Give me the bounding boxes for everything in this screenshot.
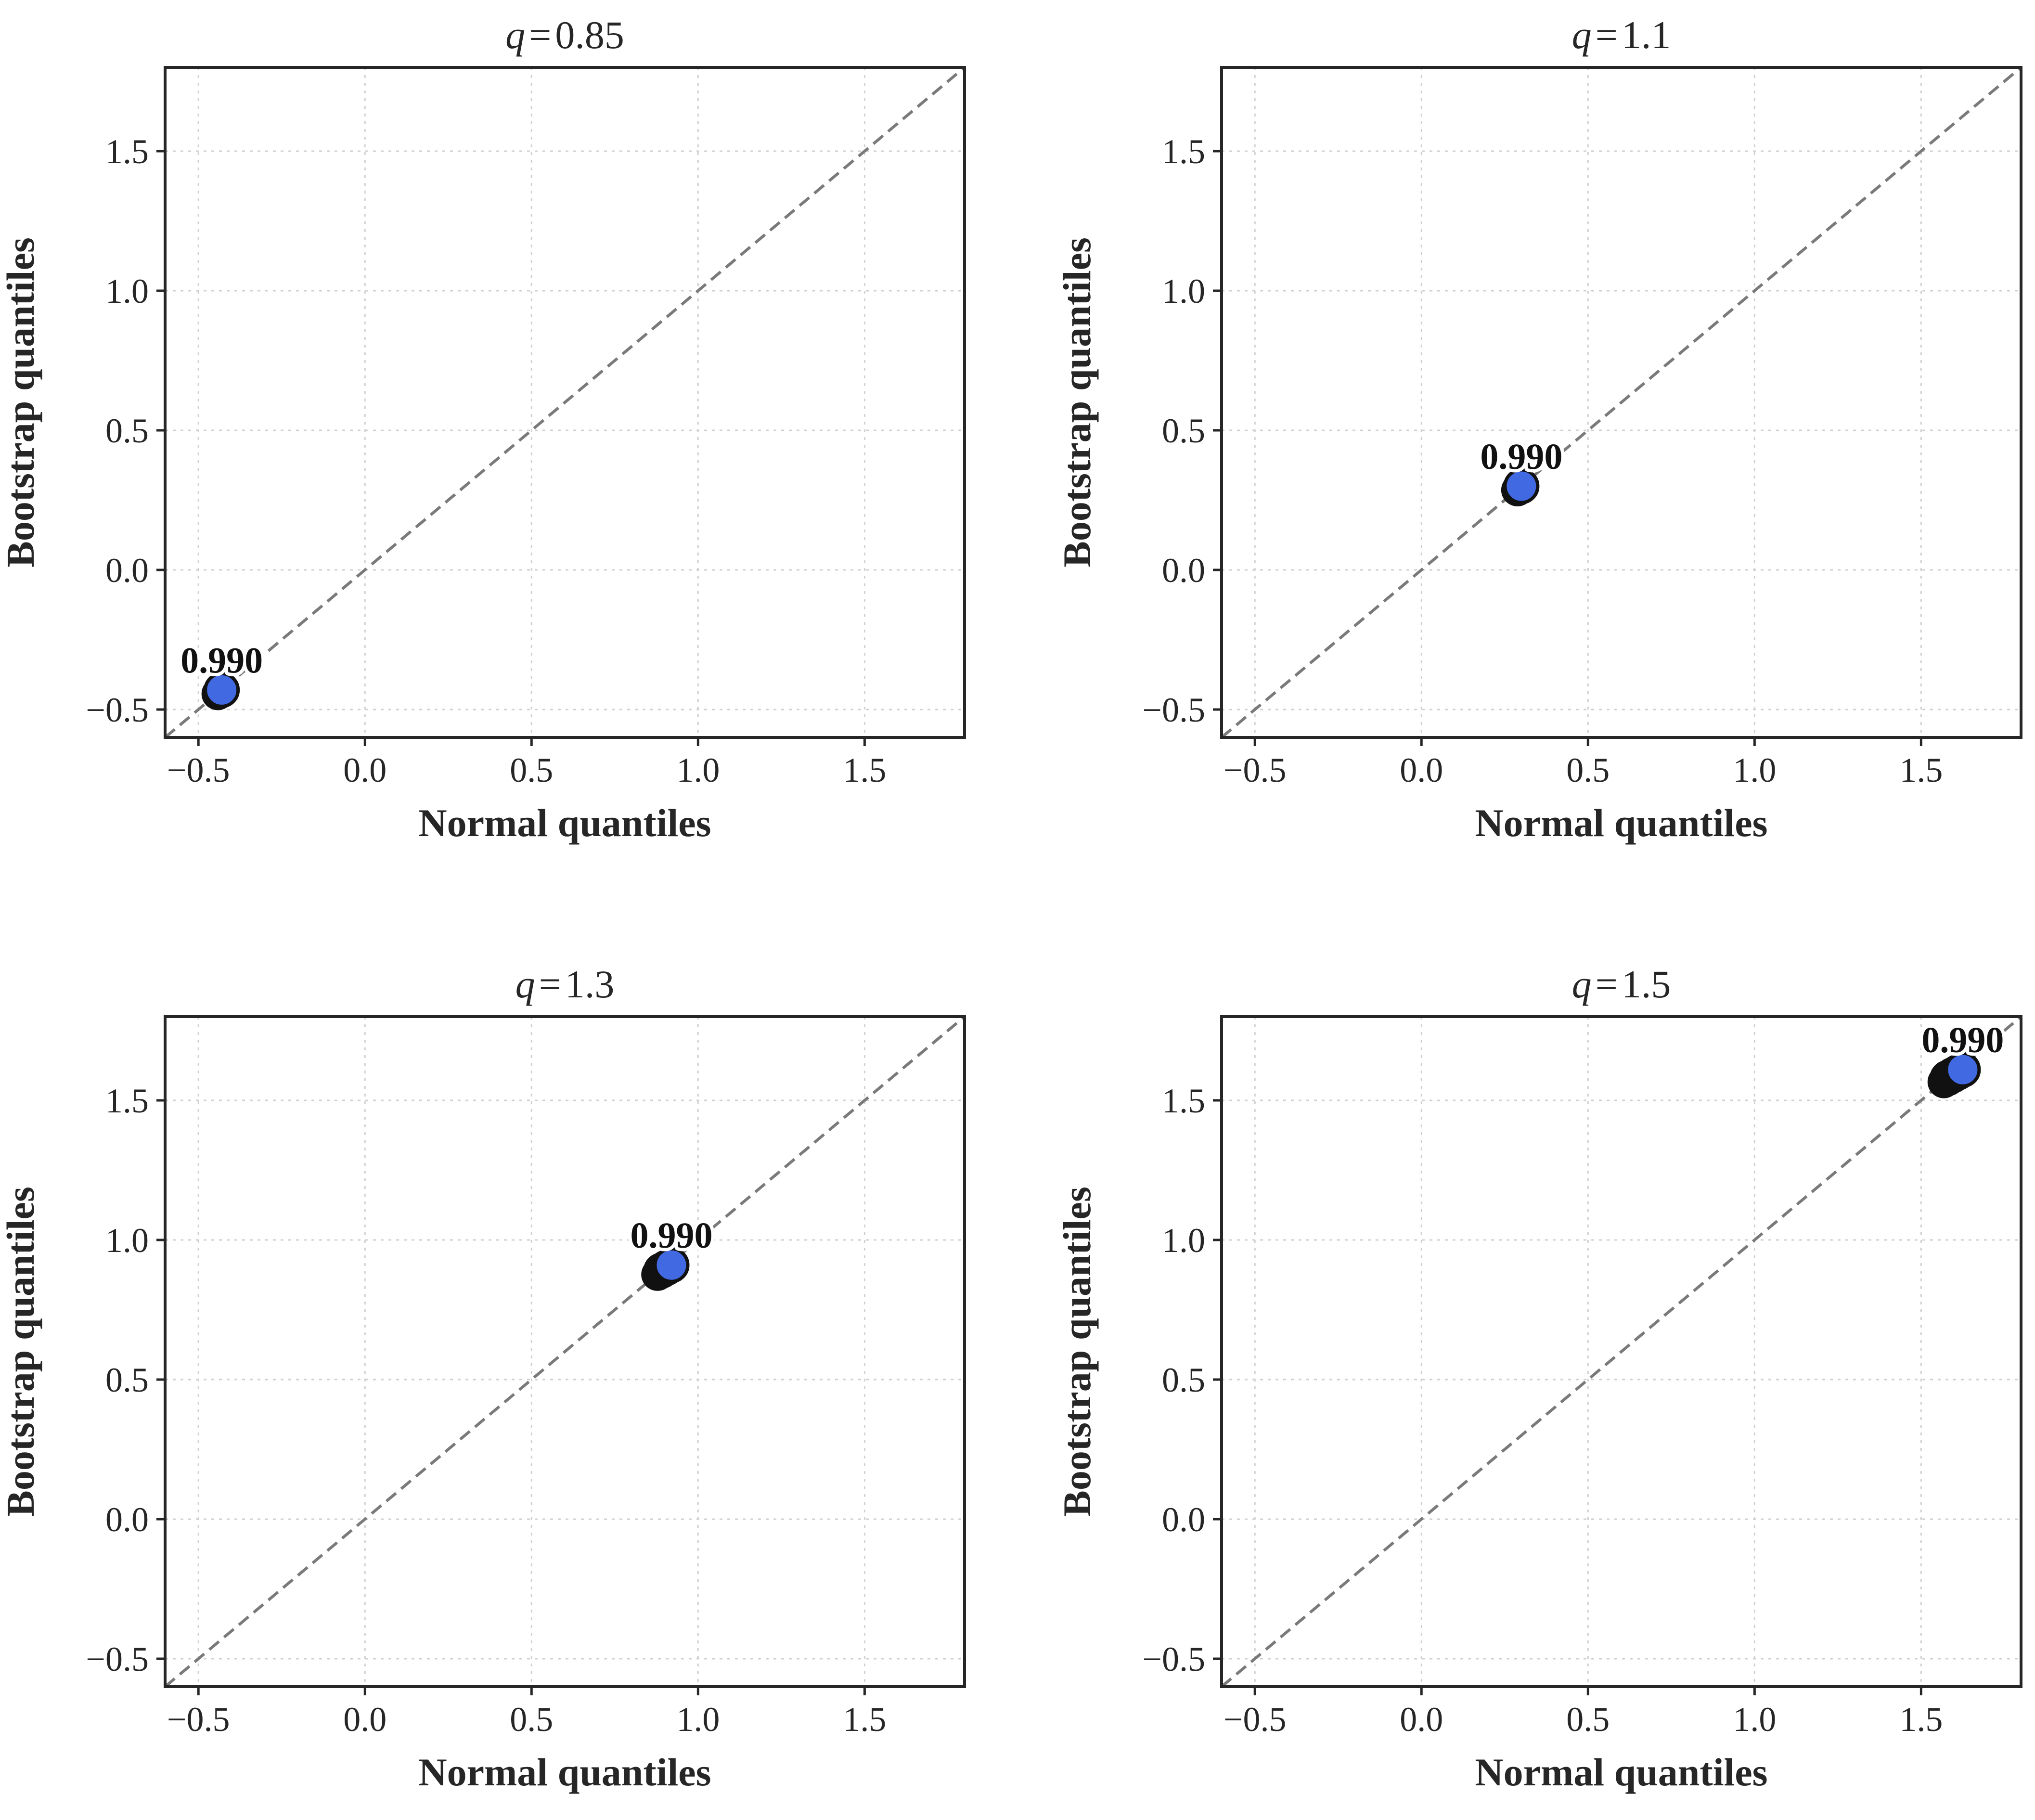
data-point xyxy=(1945,1051,1981,1088)
title-variable: q xyxy=(1572,962,1592,1006)
panel-title: q=1.5 xyxy=(1572,962,1671,1006)
title-equals: = xyxy=(539,962,561,1006)
data-label: 0.990 xyxy=(180,640,263,681)
x-tick-label: 0.0 xyxy=(1400,1700,1443,1739)
data-point xyxy=(1503,468,1540,504)
x-tick-label: 0.0 xyxy=(343,1700,386,1739)
reference-line xyxy=(165,67,965,737)
title-equals: = xyxy=(1596,13,1618,57)
y-tick-label: 0.0 xyxy=(105,551,149,590)
x-tick-label: 0.5 xyxy=(510,751,553,789)
reference-line xyxy=(165,1017,965,1687)
x-tick-label: 1.5 xyxy=(1899,751,1943,789)
x-tick-label: −0.5 xyxy=(1224,751,1287,789)
y-tick-label: 1.0 xyxy=(105,272,149,310)
y-axis-label: Bootstrap quantiles xyxy=(1055,1187,1099,1517)
y-tick-label: 0.5 xyxy=(105,1361,149,1399)
points xyxy=(201,671,240,710)
title-value: 1.5 xyxy=(1622,962,1671,1006)
title-equals: = xyxy=(529,13,551,57)
x-tick-label: 0.0 xyxy=(1400,751,1443,789)
y-tick-label: 0.5 xyxy=(1162,412,1205,450)
y-tick-label: −0.5 xyxy=(1142,691,1205,729)
x-tick-label: 1.0 xyxy=(1733,1700,1776,1739)
points xyxy=(641,1247,690,1291)
points xyxy=(1501,468,1540,506)
y-tick-label: 1.5 xyxy=(1162,132,1205,171)
x-tick-label: 1.5 xyxy=(1899,1700,1943,1739)
panel-title: q=0.85 xyxy=(505,13,624,57)
x-tick-label: −0.5 xyxy=(167,751,230,789)
x-axis-label: Normal quantiles xyxy=(418,1750,711,1794)
subplot-4: 0.990 −0.5 0.0 0.5 1.0 1.5 −0.5 0.0 0.5 1.0 1.5 Nor… xyxy=(1055,962,2022,1794)
x-tick-label: 0.5 xyxy=(510,1700,553,1739)
title-value: 0.85 xyxy=(555,13,624,57)
y-tick-label: 1.5 xyxy=(105,1082,149,1120)
y-tick-label: 0.5 xyxy=(105,412,149,450)
title-variable: q xyxy=(1572,13,1592,57)
title-value: 1.3 xyxy=(565,962,615,1006)
y-tick-label: −0.5 xyxy=(1142,1640,1205,1678)
reference-line xyxy=(1222,67,2021,737)
subplot-2: 0.990 −0.5 0.0 0.5 1.0 1.5 −0.5 0.0 0.5 1.0 1.5 Nor… xyxy=(1055,13,2022,845)
axes-frame xyxy=(164,1015,966,1688)
y-tick-label: 0.0 xyxy=(1162,1500,1205,1539)
y-axis-label: Bootstrap quantiles xyxy=(0,1187,42,1517)
title-value: 1.1 xyxy=(1622,13,1671,57)
x-tick-label: 0.5 xyxy=(1566,751,1610,789)
x-tick-label: 0.0 xyxy=(343,751,386,789)
y-tick-label: −0.5 xyxy=(86,1640,149,1678)
subplot-3: 0.990 −0.5 0.0 0.5 1.0 1.5 −0.5 0.0 0.5 1.0 1.5 Nor… xyxy=(0,962,966,1794)
y-tick-label: 0.0 xyxy=(1162,551,1205,590)
axes-frame xyxy=(164,66,966,739)
x-tick-label: −0.5 xyxy=(1224,1700,1287,1739)
x-tick-label: 1.5 xyxy=(843,751,886,789)
data-label: 0.990 xyxy=(1480,437,1562,477)
y-axis-label: Bootstrap quantiles xyxy=(1055,237,1099,568)
x-tick-label: −0.5 xyxy=(167,1700,230,1739)
y-tick-label: 1.5 xyxy=(105,132,149,171)
x-axis-label: Normal quantiles xyxy=(1475,801,1767,845)
panel-title: q=1.1 xyxy=(1572,13,1671,57)
title-equals: = xyxy=(1596,962,1618,1006)
y-tick-label: 0.0 xyxy=(105,1500,149,1539)
x-tick-label: 0.5 xyxy=(1566,1700,1610,1739)
data-label: 0.990 xyxy=(630,1215,712,1256)
y-tick-label: 0.5 xyxy=(1162,1361,1205,1399)
panel-title: q=1.3 xyxy=(515,962,615,1006)
data-point xyxy=(653,1247,690,1283)
y-axis-label: Bootstrap quantiles xyxy=(0,237,42,568)
data-point xyxy=(204,671,240,708)
title-variable: q xyxy=(505,13,525,57)
y-tick-label: −0.5 xyxy=(86,691,149,729)
x-axis-label: Normal quantiles xyxy=(1475,1750,1767,1794)
y-tick-label: 1.0 xyxy=(1162,272,1205,310)
reference-line xyxy=(1222,1017,2021,1687)
axes-frame xyxy=(1220,1015,2022,1688)
data-label: 0.990 xyxy=(1921,1020,2004,1060)
y-tick-label: 1.5 xyxy=(1162,1082,1205,1120)
axes-frame xyxy=(1220,66,2022,739)
y-tick-label: 1.0 xyxy=(1162,1221,1205,1260)
x-tick-label: 1.0 xyxy=(1733,751,1776,789)
x-tick-label: 1.0 xyxy=(676,1700,720,1739)
x-axis-label: Normal quantiles xyxy=(418,801,711,845)
points xyxy=(1927,1051,1981,1098)
title-variable: q xyxy=(515,962,535,1006)
y-tick-label: 1.0 xyxy=(105,1221,149,1260)
x-tick-label: 1.0 xyxy=(676,751,720,789)
subplot-1: 0.990 −0.5 0.0 0.5 1.0 1.5 −0.5 0.0 0.5 1.0 1.5 Nor… xyxy=(0,13,966,845)
x-tick-label: 1.5 xyxy=(843,1700,886,1739)
